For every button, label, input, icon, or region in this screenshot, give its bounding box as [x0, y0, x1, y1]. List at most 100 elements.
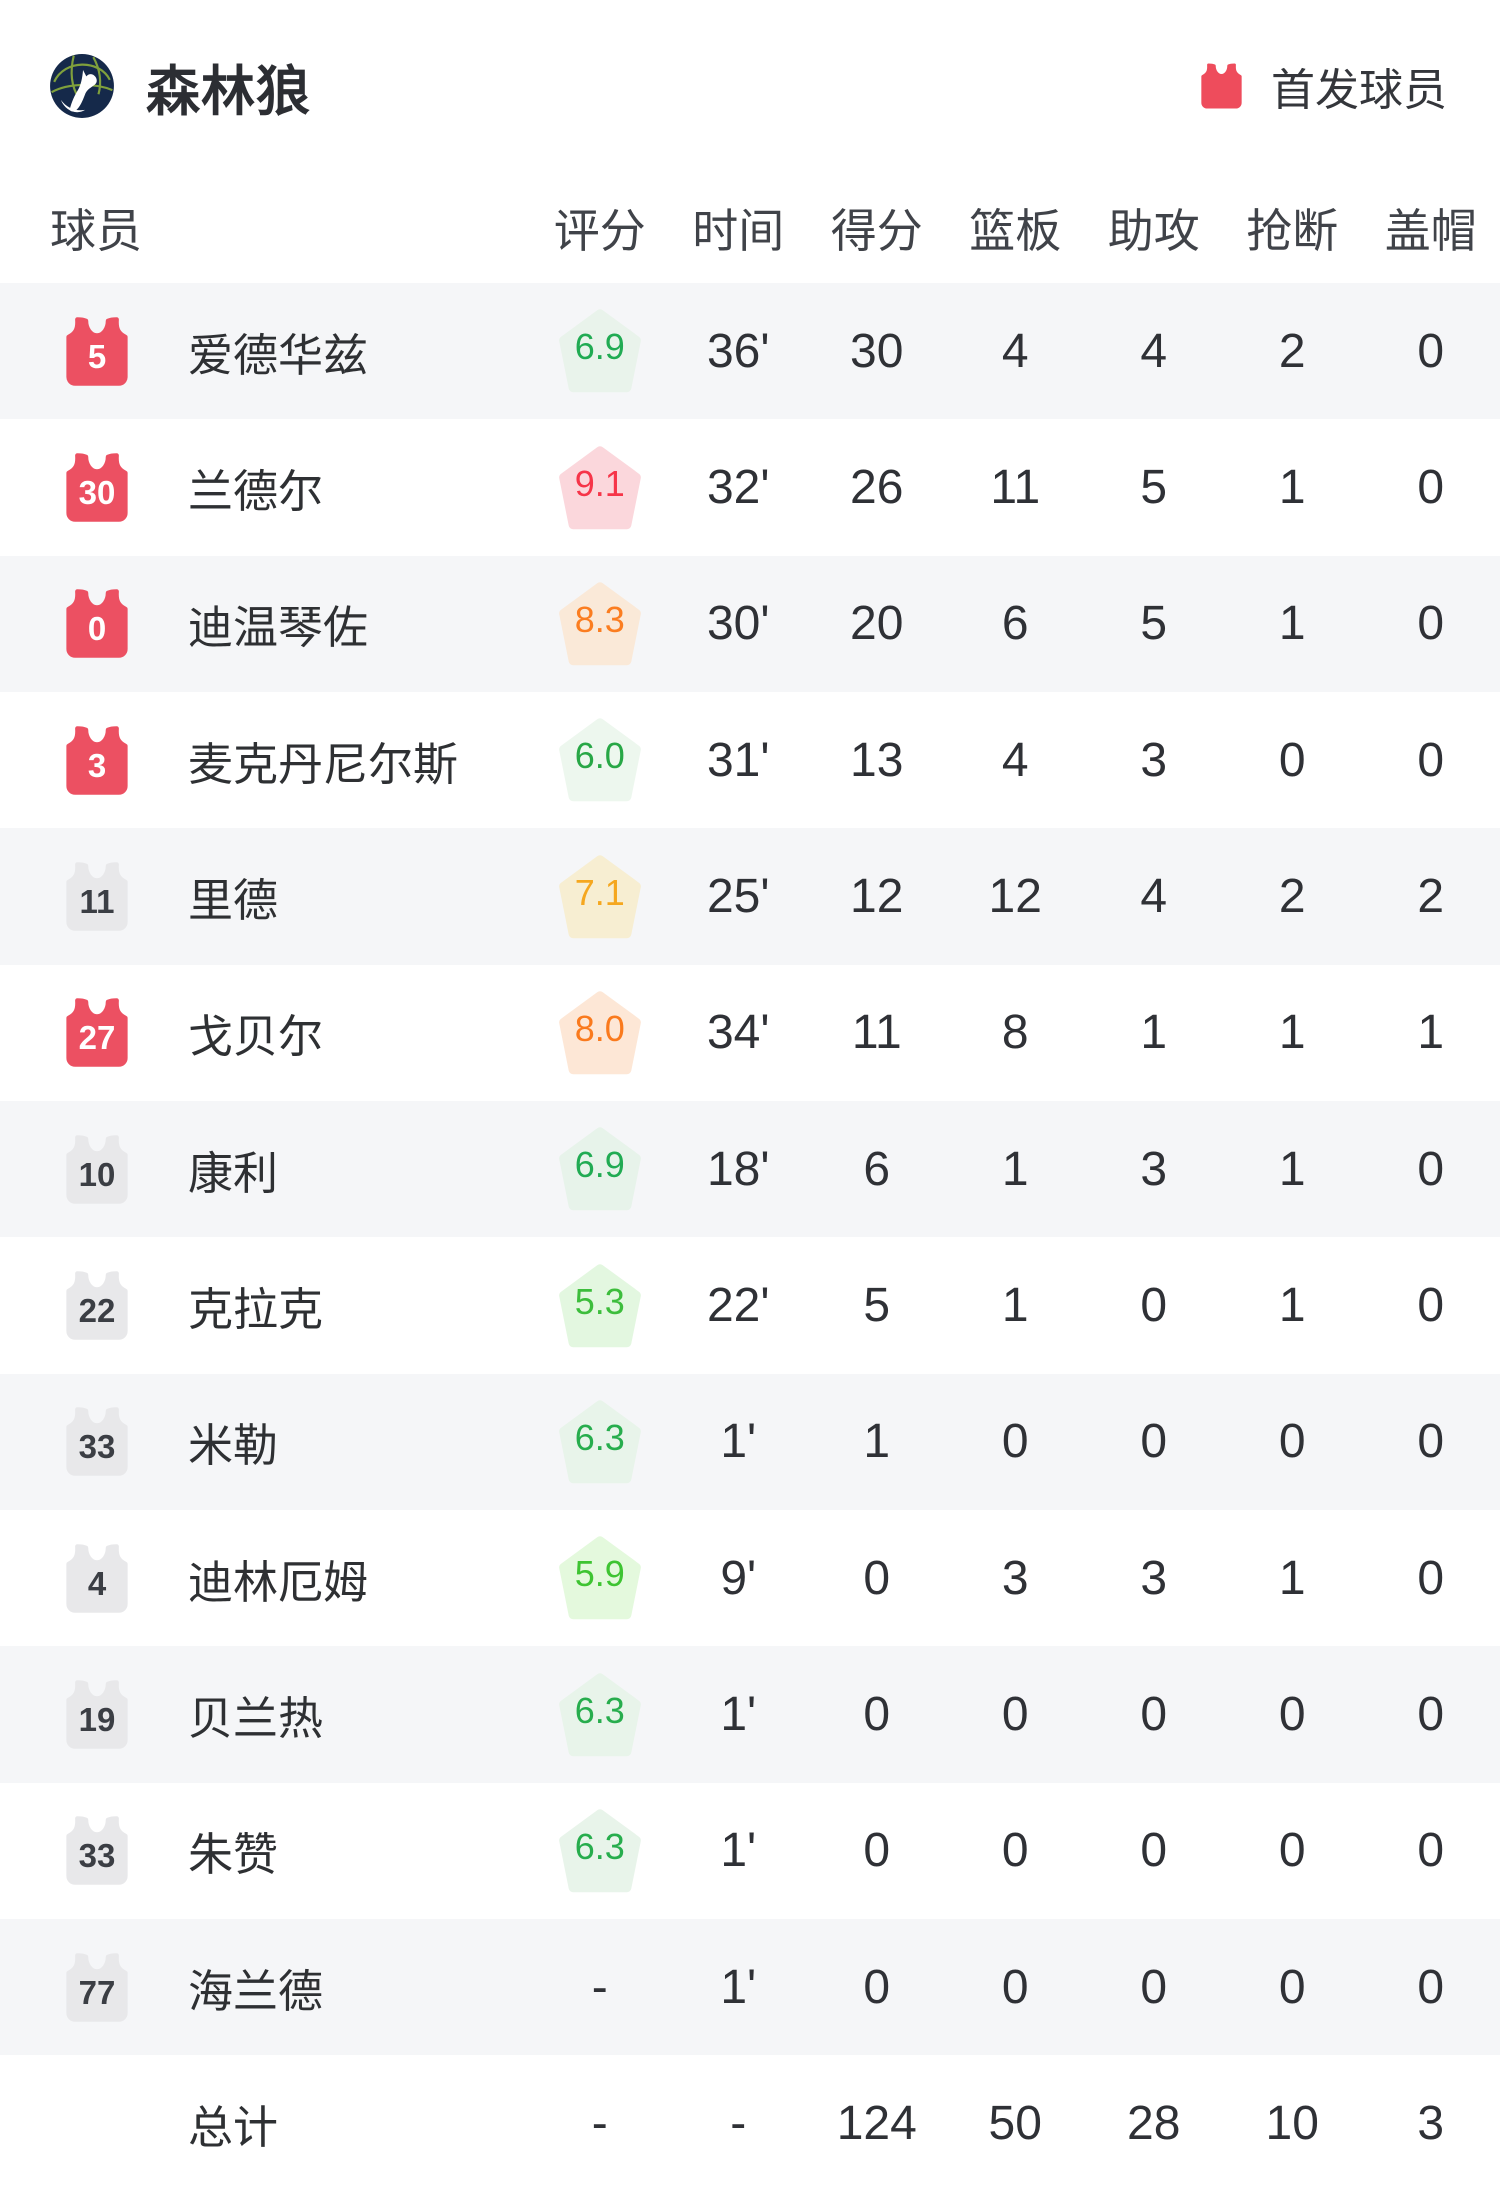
- blocks-value: 0: [1417, 1960, 1445, 2014]
- jersey-number: 77: [78, 1973, 116, 2011]
- player-row[interactable]: 30 兰德尔 9.1 32' 26 11 5 1 0: [0, 419, 1500, 556]
- player-row[interactable]: 33 朱赞 6.3 1' 0 0 0 0 0: [0, 1782, 1500, 1920]
- starter-legend-label: 首发球员: [1271, 66, 1447, 115]
- rating-cell: 6.9: [531, 309, 670, 393]
- rating-badge: 5.9: [557, 1536, 643, 1620]
- total-assists: 28: [1127, 2097, 1181, 2151]
- rating-cell: 6.3: [531, 1809, 670, 1893]
- jersey-number: 10: [78, 1155, 116, 1193]
- total-rebounds: 50: [988, 2097, 1042, 2151]
- blocks-value: 2: [1417, 870, 1445, 924]
- player-cell: 30 兰德尔: [0, 451, 531, 524]
- assists-value: 0: [1140, 1279, 1168, 1333]
- rebounds-value: 1: [1001, 1142, 1029, 1196]
- rating-badge: 7.1: [557, 854, 643, 939]
- rating-badge: 6.0: [557, 718, 643, 802]
- column-blocks: 盖帽: [1384, 204, 1477, 257]
- assists-value: 3: [1140, 1142, 1168, 1196]
- blocks-value: 0: [1417, 597, 1445, 651]
- column-points: 得分: [830, 204, 923, 257]
- player-cell: 22 克拉克: [0, 1269, 531, 1342]
- total-rating: -: [591, 2097, 608, 2151]
- assists-value: 4: [1140, 324, 1168, 378]
- player-cell: 10 康利: [0, 1133, 531, 1206]
- rating-cell: 6.9: [531, 1127, 670, 1211]
- time-value: 1': [720, 1415, 757, 1469]
- player-name: 贝兰热: [188, 1693, 324, 1745]
- jersey-icon: 27: [62, 996, 132, 1069]
- steals-value: 1: [1278, 1006, 1306, 1060]
- steals-value: 1: [1278, 597, 1306, 651]
- player-name: 米勒: [188, 1420, 279, 1472]
- blocks-value: 0: [1417, 1142, 1445, 1196]
- player-name: 麦克丹尼尔斯: [188, 738, 459, 790]
- player-row[interactable]: 5 爱德华兹 6.9 36' 30 4 4 2 0: [0, 283, 1500, 420]
- jersey-icon: 3: [62, 724, 132, 797]
- player-row[interactable]: 22 克拉克 5.3 22' 5 1 0 1 0: [0, 1237, 1500, 1374]
- assists-value: 3: [1140, 1551, 1168, 1605]
- player-row[interactable]: 0 迪温琴佐 8.3 30' 20 6 5 1 0: [0, 555, 1500, 693]
- rating-value: 6.0: [574, 735, 625, 777]
- rating-cell: 5.9: [531, 1536, 670, 1620]
- player-row[interactable]: 3 麦克丹尼尔斯 6.0 31' 13 4 3 0 0: [0, 692, 1500, 829]
- jersey-icon: 10: [62, 1133, 132, 1206]
- player-cell: 11 里德: [0, 860, 531, 933]
- rating-cell: 6.0: [531, 718, 670, 802]
- player-row[interactable]: 19 贝兰热 6.3 1' 0 0 0 0 0: [0, 1646, 1500, 1783]
- time-value: 30': [706, 597, 770, 651]
- rating-cell: 8.3: [531, 582, 670, 666]
- assists-value: 0: [1140, 1415, 1168, 1469]
- time-value: 36': [706, 324, 770, 378]
- rating-badge: 6.9: [557, 309, 643, 393]
- time-value: 34': [706, 1006, 770, 1060]
- player-row[interactable]: 4 迪林厄姆 5.9 9' 0 3 3 1 0: [0, 1510, 1500, 1647]
- player-name: 戈贝尔: [188, 1011, 324, 1063]
- player-row[interactable]: 27 戈贝尔 8.0 34' 11 8 1 1 1: [0, 964, 1500, 1102]
- rating-value: 6.9: [574, 326, 625, 368]
- team-header: 森林狼 首发球员: [0, 0, 1500, 172]
- steals-value: 0: [1278, 1960, 1306, 2014]
- time-value: 32': [706, 461, 770, 515]
- column-steals: 抢断: [1246, 204, 1339, 257]
- steals-value: 1: [1278, 461, 1306, 515]
- rebounds-value: 1: [1001, 1279, 1029, 1333]
- rating-badge: 6.9: [557, 1127, 643, 1211]
- jersey-number: 22: [78, 1292, 116, 1330]
- rating-badge: 6.3: [557, 1809, 643, 1893]
- points-value: 13: [850, 733, 904, 787]
- rating-badge: 6.3: [557, 1672, 643, 1757]
- total-row: 总计 - - 124 50 28 10 3: [0, 2055, 1500, 2192]
- table-column-header: 球员 评分 时间 得分 篮板 助攻 抢断 盖帽: [0, 172, 1500, 283]
- time-value: 1': [720, 1824, 757, 1878]
- jersey-number: 33: [78, 1428, 116, 1466]
- time-value: 1': [720, 1960, 757, 2014]
- player-rows: 5 爱德华兹 6.9 36' 30 4 4 2 0 30 兰德尔 9.1 32'…: [0, 283, 1500, 2192]
- jersey-icon: 30: [62, 451, 132, 524]
- time-value: 22': [706, 1279, 770, 1333]
- player-row[interactable]: 10 康利 6.9 18' 6 1 3 1 0: [0, 1101, 1500, 1238]
- total-label-cell: 总计: [0, 2091, 531, 2156]
- player-row[interactable]: 77 海兰德 - 1' 0 0 0 0 0: [0, 1919, 1500, 2056]
- jersey-icon: 33: [62, 1814, 132, 1887]
- rebounds-value: 4: [1001, 733, 1029, 787]
- assists-value: 0: [1140, 1688, 1168, 1742]
- column-player: 球员: [50, 204, 142, 257]
- rating-value: 8.3: [574, 598, 625, 640]
- jersey-number: 19: [78, 1701, 116, 1739]
- points-value: 0: [863, 1688, 891, 1742]
- steals-value: 2: [1278, 324, 1306, 378]
- player-name: 兰德尔: [188, 466, 324, 518]
- rating-value: 9.1: [574, 462, 625, 504]
- player-row[interactable]: 33 米勒 6.3 1' 1 0 0 0 0: [0, 1373, 1500, 1511]
- jersey-icon: 33: [62, 1405, 132, 1478]
- blocks-value: 0: [1417, 1415, 1445, 1469]
- steals-value: 1: [1278, 1551, 1306, 1605]
- rating-badge: 9.1: [557, 445, 643, 530]
- rating-badge: 6.3: [557, 1400, 643, 1484]
- blocks-value: 0: [1417, 1279, 1445, 1333]
- blocks-value: 0: [1417, 1824, 1445, 1878]
- rating-dash: -: [591, 1960, 608, 2014]
- assists-value: 0: [1140, 1824, 1168, 1878]
- player-row[interactable]: 11 里德 7.1 25' 12 12 4 2 2: [0, 828, 1500, 965]
